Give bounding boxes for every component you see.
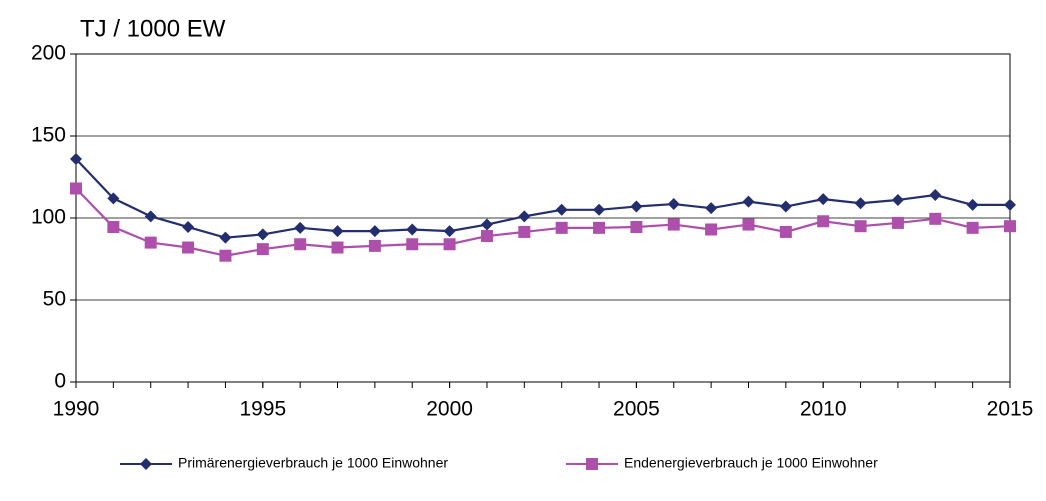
data-point [817, 215, 830, 228]
data-point [667, 198, 680, 211]
data-point [630, 221, 643, 234]
data-point [705, 202, 718, 215]
data-point [70, 182, 82, 195]
data-point [891, 193, 904, 206]
data-point [817, 193, 830, 206]
data-point [667, 218, 680, 231]
data-point [368, 225, 381, 238]
data-point [480, 230, 493, 243]
data-point [219, 249, 232, 262]
x-tick-label: 2005 [613, 398, 660, 421]
data-point [144, 210, 157, 223]
data-point [443, 225, 456, 238]
x-tick-label: 1995 [239, 398, 286, 421]
data-point [144, 236, 157, 249]
data-point [1004, 198, 1016, 211]
y-tick-label: 0 [54, 370, 66, 393]
x-tick-label: 2015 [987, 398, 1034, 421]
data-point [742, 218, 755, 231]
series-line [75, 158, 1010, 239]
y-tick-label: 100 [31, 206, 66, 229]
data-point [331, 225, 344, 238]
series-line [75, 187, 1011, 257]
data-point [1004, 220, 1016, 233]
y-tick-label: 50 [43, 288, 66, 311]
legend-label: Endenergieverbrauch je 1000 Einwohner [624, 455, 878, 471]
x-tick-label: 2010 [800, 398, 847, 421]
x-tick-label: 1990 [53, 398, 100, 421]
data-point [593, 203, 606, 216]
data-point [518, 225, 531, 238]
data-point [929, 189, 942, 202]
data-point [593, 221, 606, 234]
data-point [70, 152, 82, 165]
data-point [256, 228, 269, 241]
data-point [891, 216, 904, 229]
data-point [107, 192, 120, 205]
data-point [555, 203, 568, 216]
data-point [219, 231, 232, 244]
data-point [368, 239, 381, 252]
data-point [854, 220, 867, 233]
x-tick-label: 2000 [426, 398, 473, 421]
legend-marker [586, 458, 598, 470]
legend-marker [140, 458, 152, 470]
data-point [966, 198, 979, 211]
data-point [779, 200, 792, 213]
data-point [256, 243, 269, 256]
legend-label: Primärenergieverbrauch je 1000 Einwohner [178, 455, 448, 471]
data-point [966, 221, 979, 234]
data-point [294, 238, 307, 251]
data-point [555, 221, 568, 234]
data-point [294, 221, 307, 234]
y-tick-label: 200 [31, 42, 66, 65]
y-axis-label: TJ / 1000 EW [80, 15, 226, 42]
data-point [854, 197, 867, 210]
plot-border [75, 53, 1011, 383]
data-point [742, 195, 755, 208]
data-point [929, 212, 942, 225]
data-point [779, 225, 792, 238]
data-point [630, 200, 643, 213]
data-point [182, 221, 195, 234]
data-point [182, 241, 195, 254]
y-tick-label: 150 [31, 124, 66, 147]
data-point [107, 221, 120, 234]
data-point [443, 238, 456, 251]
data-point [705, 223, 718, 236]
data-point [406, 238, 419, 251]
data-point [480, 218, 493, 231]
data-point [331, 241, 344, 254]
data-point [406, 223, 419, 236]
data-point [518, 210, 531, 223]
